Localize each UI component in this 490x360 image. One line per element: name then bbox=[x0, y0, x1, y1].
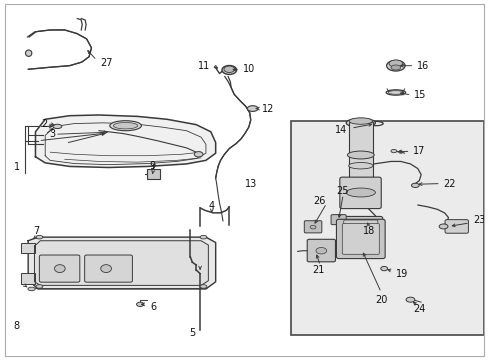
Ellipse shape bbox=[391, 65, 401, 70]
Polygon shape bbox=[28, 237, 216, 289]
Ellipse shape bbox=[36, 235, 43, 239]
Bar bbox=[291, 121, 484, 336]
Ellipse shape bbox=[113, 122, 138, 129]
Text: 27: 27 bbox=[100, 58, 112, 68]
Text: 2: 2 bbox=[41, 118, 48, 129]
Ellipse shape bbox=[346, 118, 375, 127]
Text: 22: 22 bbox=[443, 179, 456, 189]
FancyBboxPatch shape bbox=[344, 220, 378, 247]
Text: 7: 7 bbox=[33, 226, 40, 236]
Ellipse shape bbox=[406, 297, 415, 302]
FancyBboxPatch shape bbox=[39, 255, 80, 282]
FancyBboxPatch shape bbox=[445, 220, 468, 233]
Ellipse shape bbox=[412, 183, 419, 188]
Text: 12: 12 bbox=[263, 104, 275, 113]
Text: 9: 9 bbox=[149, 161, 155, 171]
Text: 25: 25 bbox=[336, 186, 348, 197]
Ellipse shape bbox=[222, 66, 237, 75]
Text: 11: 11 bbox=[197, 61, 210, 71]
Text: 15: 15 bbox=[415, 90, 427, 100]
Ellipse shape bbox=[349, 118, 372, 124]
Ellipse shape bbox=[399, 151, 403, 153]
Bar bbox=[147, 169, 160, 179]
Ellipse shape bbox=[137, 302, 144, 306]
Text: 18: 18 bbox=[363, 226, 375, 236]
FancyBboxPatch shape bbox=[340, 177, 381, 208]
Ellipse shape bbox=[439, 224, 448, 229]
Ellipse shape bbox=[346, 188, 375, 197]
Text: 10: 10 bbox=[243, 64, 255, 73]
Ellipse shape bbox=[247, 106, 258, 111]
Text: 3: 3 bbox=[49, 129, 55, 139]
Ellipse shape bbox=[391, 149, 397, 153]
Text: 14: 14 bbox=[335, 125, 347, 135]
Polygon shape bbox=[35, 115, 216, 167]
Ellipse shape bbox=[381, 266, 388, 271]
Text: 21: 21 bbox=[313, 265, 325, 275]
Text: 6: 6 bbox=[150, 302, 156, 312]
Text: 16: 16 bbox=[417, 61, 430, 71]
Ellipse shape bbox=[389, 60, 403, 67]
Text: 4: 4 bbox=[209, 201, 215, 211]
Text: 19: 19 bbox=[396, 269, 408, 279]
FancyBboxPatch shape bbox=[307, 239, 336, 262]
Text: 8: 8 bbox=[14, 321, 20, 332]
Text: 24: 24 bbox=[413, 304, 425, 314]
Ellipse shape bbox=[200, 235, 207, 239]
Text: 23: 23 bbox=[473, 215, 485, 225]
Ellipse shape bbox=[310, 225, 316, 229]
Text: 1: 1 bbox=[14, 162, 20, 172]
FancyBboxPatch shape bbox=[343, 224, 379, 254]
Ellipse shape bbox=[200, 285, 207, 288]
Ellipse shape bbox=[25, 50, 32, 57]
Bar bbox=[21, 243, 34, 253]
Ellipse shape bbox=[110, 121, 142, 131]
Text: 26: 26 bbox=[313, 196, 325, 206]
FancyBboxPatch shape bbox=[85, 255, 132, 282]
FancyBboxPatch shape bbox=[304, 221, 322, 233]
Bar bbox=[348, 122, 373, 180]
FancyBboxPatch shape bbox=[339, 216, 383, 251]
Ellipse shape bbox=[194, 152, 203, 157]
Bar bbox=[21, 273, 34, 284]
FancyBboxPatch shape bbox=[337, 219, 385, 258]
Text: 20: 20 bbox=[375, 295, 388, 305]
Ellipse shape bbox=[388, 91, 404, 94]
Ellipse shape bbox=[28, 287, 35, 291]
Polygon shape bbox=[34, 241, 208, 285]
Ellipse shape bbox=[348, 162, 373, 169]
Ellipse shape bbox=[53, 124, 62, 129]
Text: 5: 5 bbox=[189, 328, 196, 338]
Ellipse shape bbox=[101, 265, 111, 273]
Ellipse shape bbox=[54, 265, 65, 273]
Ellipse shape bbox=[36, 285, 43, 288]
FancyBboxPatch shape bbox=[331, 215, 346, 225]
Ellipse shape bbox=[316, 248, 327, 254]
Text: 17: 17 bbox=[414, 147, 426, 157]
Ellipse shape bbox=[224, 66, 235, 72]
Text: 13: 13 bbox=[245, 179, 257, 189]
Ellipse shape bbox=[347, 151, 374, 159]
Ellipse shape bbox=[387, 60, 405, 71]
